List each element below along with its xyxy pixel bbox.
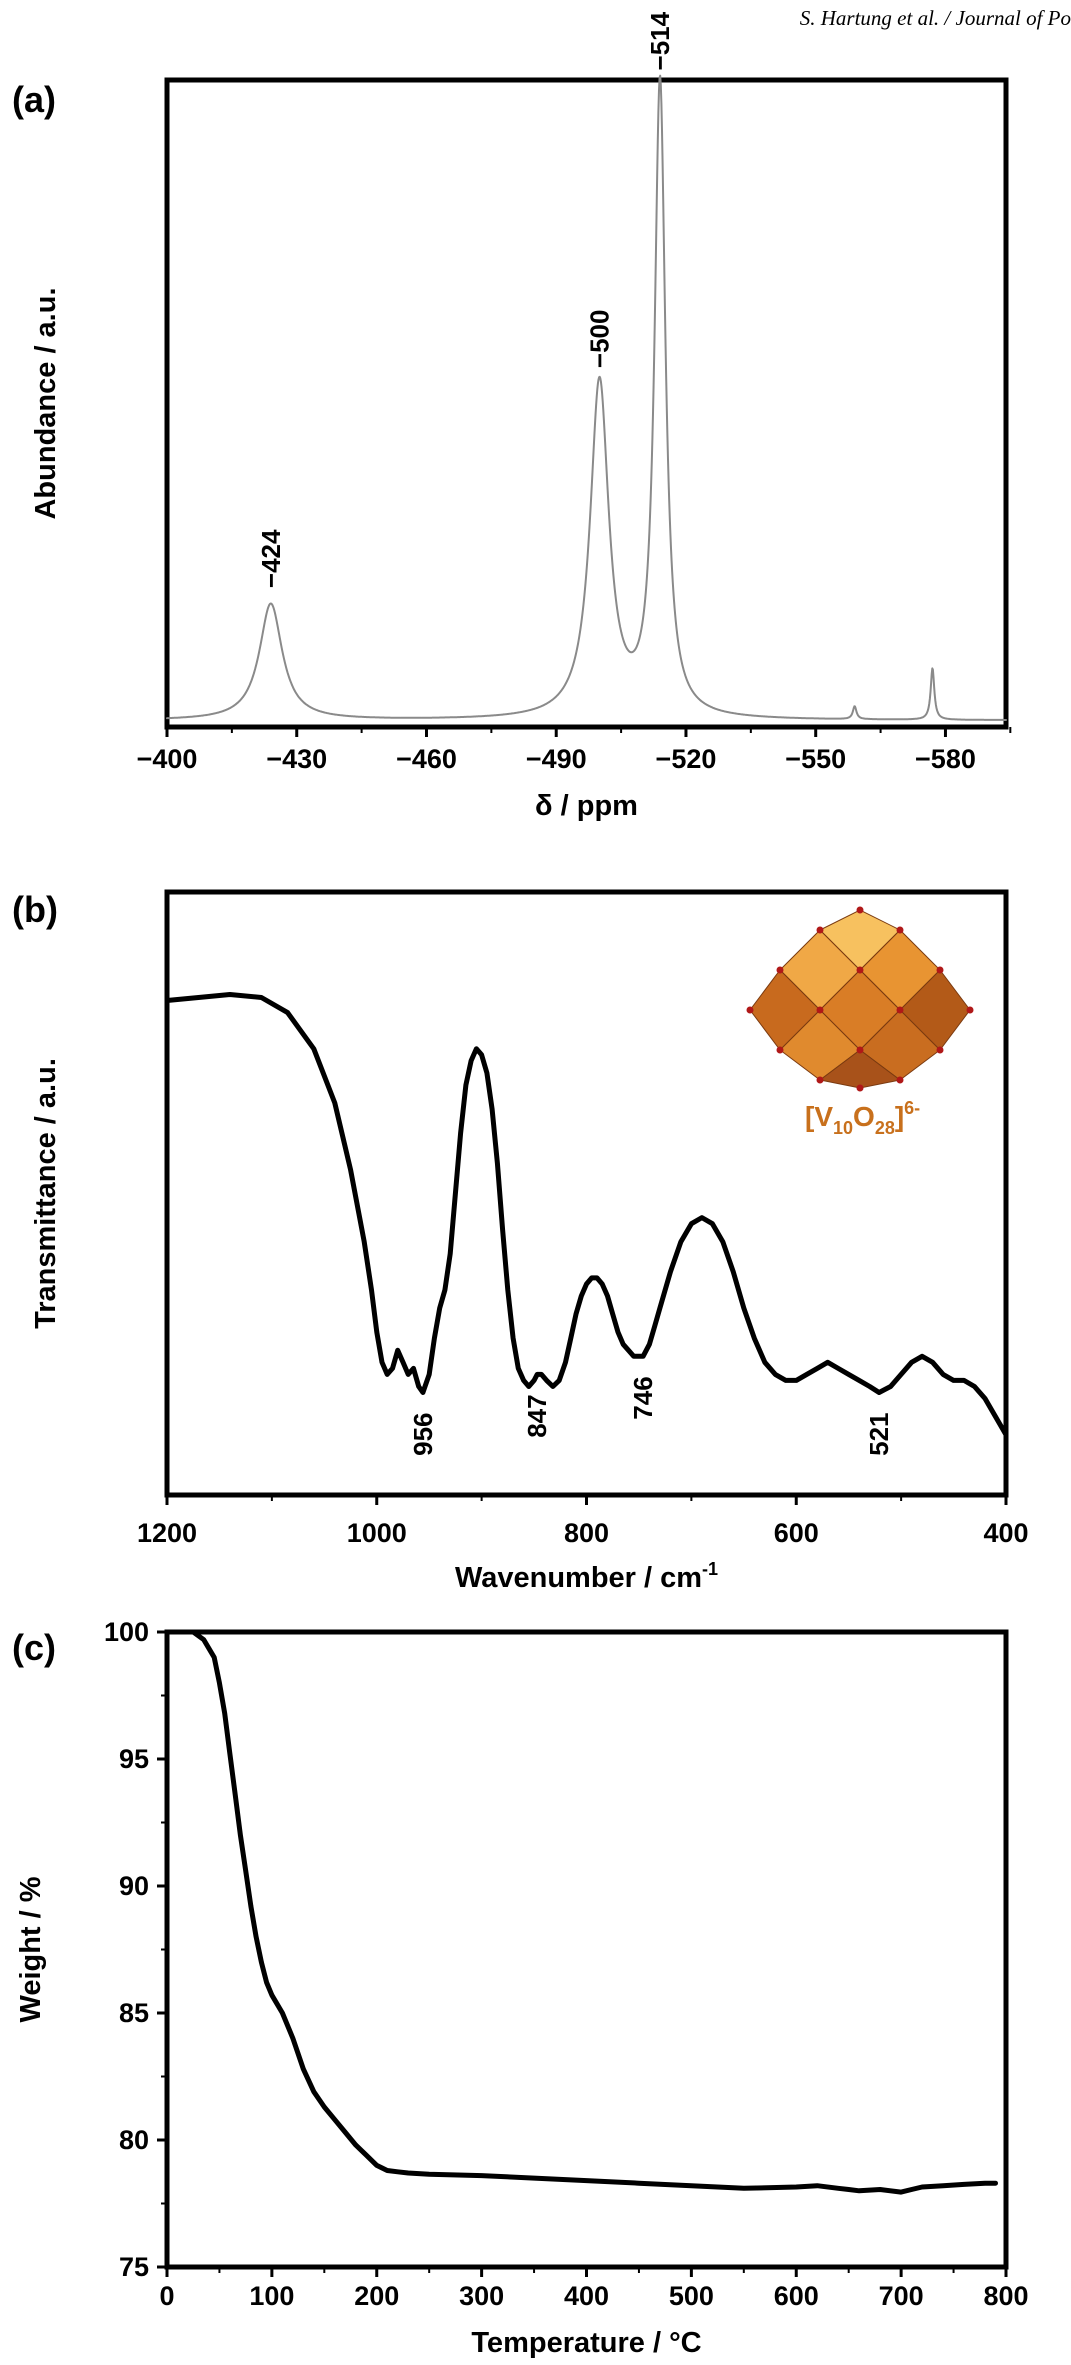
oxygen-vertex xyxy=(746,1006,754,1014)
panel-b-peak-label: 847 xyxy=(522,1394,552,1437)
panel-c-x-tick-label: 600 xyxy=(774,2281,819,2311)
panel-c-series-line xyxy=(190,1629,998,2195)
panel-c-y-tick-label: 95 xyxy=(119,1744,149,1774)
formula-element: O xyxy=(853,1101,875,1132)
panel-b-peak-label: 956 xyxy=(408,1412,438,1455)
oxygen-vertex xyxy=(936,1046,944,1054)
oxygen-vertex xyxy=(816,1006,824,1014)
panel-a-peak-label: −500 xyxy=(584,310,614,369)
oxygen-vertex xyxy=(816,926,824,934)
panel-a-frame xyxy=(164,77,1009,730)
panel-a-peak-label: −514 xyxy=(645,11,675,70)
decavanadate-polyhedron-icon xyxy=(746,906,974,1092)
running-header: S. Hartung et al. / Journal of Po xyxy=(799,6,1071,30)
panel-a-label: (a) xyxy=(12,79,56,120)
panel-c-label: (c) xyxy=(12,1627,56,1668)
panel-b-x-tick-label: 1000 xyxy=(347,1518,407,1548)
panel-c-x-tick-label: 400 xyxy=(564,2281,609,2311)
oxygen-vertex xyxy=(856,906,864,914)
oxygen-vertex xyxy=(776,1046,784,1054)
panel-c-x-tick-label: 500 xyxy=(669,2281,714,2311)
panel-c-y-tick-label: 85 xyxy=(119,1998,149,2028)
panel-a-x-tick-label: −520 xyxy=(656,744,717,774)
panel-c-x-tick-label: 100 xyxy=(249,2281,294,2311)
panel-a-series-line xyxy=(166,74,1007,721)
panel-b-y-axis-title: Transmittance / a.u. xyxy=(30,1058,62,1329)
panel-a-x-tick-label: −550 xyxy=(785,744,846,774)
panel-a-x-tick-label: −430 xyxy=(266,744,327,774)
oxygen-vertex xyxy=(896,1006,904,1014)
panel-c-y-tick-label: 100 xyxy=(104,1617,149,1647)
panel-b-label: (b) xyxy=(12,889,58,930)
panel-c-x-tick-label: 200 xyxy=(354,2281,399,2311)
panel-c-x-tick-label: 0 xyxy=(159,2281,174,2311)
oxygen-vertex xyxy=(816,1076,824,1084)
panel-a-x-tick-label: −460 xyxy=(396,744,457,774)
panel-b-x-tick-label: 600 xyxy=(774,1518,819,1548)
panel-c-frame xyxy=(164,1629,1009,2270)
panel-b-x-tick-label: 400 xyxy=(983,1518,1028,1548)
oxygen-vertex xyxy=(776,966,784,974)
formula-bracket: ] xyxy=(895,1101,904,1132)
panel-c-y-tick-label: 90 xyxy=(119,1871,149,1901)
formula-main: [V xyxy=(805,1101,833,1132)
oxygen-vertex xyxy=(856,1046,864,1054)
panel-b-x-tick-label: 1200 xyxy=(137,1518,197,1548)
oxygen-vertex xyxy=(896,1076,904,1084)
inset-formula: [V10O28]6- xyxy=(805,1098,920,1138)
panel-b-x-axis-title: Wavenumber / cm-1 xyxy=(455,1559,718,1594)
panel-c-x-tick-label: 300 xyxy=(459,2281,504,2311)
panel-b-x-axis-title-superscript: -1 xyxy=(702,1559,718,1579)
panel-a-y-axis-title: Abundance / a.u. xyxy=(30,287,62,519)
panel-c-y-axis-title: Weight / % xyxy=(15,1876,47,2022)
oxygen-vertex xyxy=(856,1084,864,1092)
panel-c-x-tick-label: 800 xyxy=(983,2281,1028,2311)
panel-b-peak-label: 521 xyxy=(864,1412,894,1455)
panel-b-peak-label: 746 xyxy=(628,1376,658,1419)
formula-charge: 6- xyxy=(904,1098,920,1118)
panel-c-x-axis-title: Temperature / °C xyxy=(471,2327,701,2359)
panel-a-peak-label: −424 xyxy=(256,529,286,588)
oxygen-vertex xyxy=(896,926,904,934)
panel-a-x-tick-label: −490 xyxy=(526,744,587,774)
panel-a-x-tick-label: −400 xyxy=(137,744,198,774)
formula-subscript: 28 xyxy=(875,1118,895,1138)
panel-b-x-tick-label: 800 xyxy=(564,1518,609,1548)
panel-a-x-axis-title: δ / ppm xyxy=(535,790,638,822)
formula-subscript: 10 xyxy=(833,1118,853,1138)
oxygen-vertex xyxy=(936,966,944,974)
oxygen-vertex xyxy=(856,966,864,974)
panel-c-y-tick-label: 75 xyxy=(119,2252,149,2282)
panel-c-x-tick-label: 700 xyxy=(879,2281,924,2311)
oxygen-vertex xyxy=(966,1006,974,1014)
panel-a-x-tick-label: −580 xyxy=(915,744,976,774)
panel-b-series-line xyxy=(164,992,1009,1438)
panel-c-y-tick-label: 80 xyxy=(119,2125,149,2155)
